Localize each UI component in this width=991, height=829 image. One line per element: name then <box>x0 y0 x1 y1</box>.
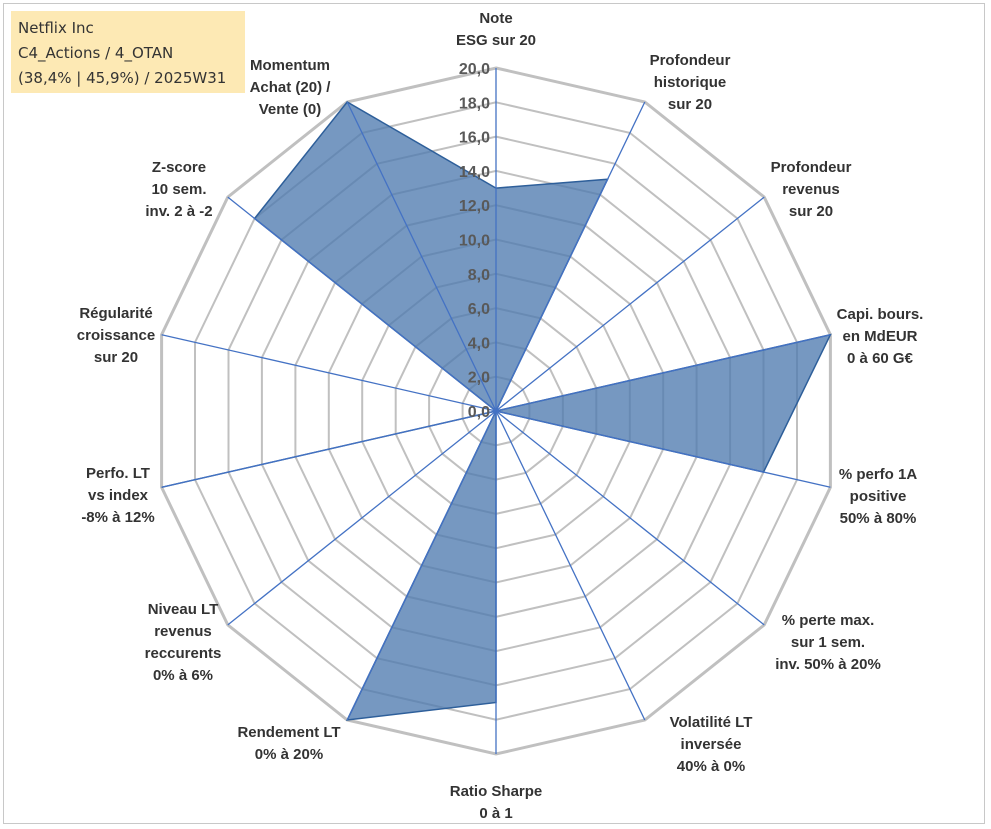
axis-spoke-4 <box>495 410 831 488</box>
title-line-company: Netflix Inc <box>18 19 94 37</box>
r-tick-label: 6,0 <box>468 301 490 318</box>
r-tick-label: 14,0 <box>459 164 490 181</box>
category-label-12: Z-score 10 sem. inv. 2 à -2 <box>145 159 212 220</box>
category-label-0: Note ESG sur 20 <box>456 10 536 49</box>
r-tick-label: 0,0 <box>468 404 490 421</box>
category-label-11: Régularité croissance sur 20 <box>77 305 155 366</box>
category-label-9: Niveau LT revenus reccurents 0% à 6% <box>145 601 222 684</box>
axis-spoke-8 <box>346 410 497 721</box>
axis-spoke-13 <box>346 101 497 412</box>
r-tick-label: 10,0 <box>459 233 490 250</box>
r-tick-label: 20,0 <box>459 61 490 78</box>
category-label-3: Capi. bours. en MdEUR 0 à 60 G€ <box>837 306 924 367</box>
chart-title-box: Netflix Inc C4_Actions / 4_OTAN (38,4% |… <box>11 11 245 93</box>
axis-spoke-6 <box>495 410 646 721</box>
category-label-13: Momentum Achat (20) / Vente (0) <box>250 57 332 118</box>
r-tick-label: 4,0 <box>468 335 490 352</box>
category-label-1: Profondeur historique sur 20 <box>650 52 731 113</box>
category-label-2: Profondeur revenus sur 20 <box>771 159 852 220</box>
axis-spoke-2 <box>495 196 765 412</box>
title-line-category: C4_Actions / 4_OTAN <box>18 44 174 62</box>
category-label-8: Rendement LT 0% à 20% <box>237 724 340 763</box>
axis-spoke-10 <box>161 410 497 488</box>
axis-spoke-3 <box>495 334 831 412</box>
axis-spoke-5 <box>495 410 765 626</box>
axis-spoke-11 <box>161 334 497 412</box>
axis-spoke-9 <box>227 410 497 626</box>
category-label-10: Perfo. LT vs index -8% à 12% <box>81 465 154 526</box>
axis-spoke-12 <box>227 196 497 412</box>
category-label-4: % perfo 1A positive 50% à 80% <box>839 466 918 527</box>
r-tick-label: 2,0 <box>468 370 490 387</box>
r-tick-label: 18,0 <box>459 95 490 112</box>
title-line-stats: (38,4% | 45,9%) / 2025W31 <box>18 69 227 87</box>
category-label-7: Ratio Sharpe 0 à 1 <box>450 783 543 822</box>
category-label-5: % perte max. sur 1 sem. inv. 50% à 20% <box>775 612 881 673</box>
category-label-6: Volatilité LT inversée 40% à 0% <box>670 714 753 775</box>
r-tick-label: 8,0 <box>468 267 490 284</box>
r-tick-label: 12,0 <box>459 198 490 215</box>
axis-spoke-1 <box>495 101 646 412</box>
r-tick-label: 16,0 <box>459 130 490 147</box>
